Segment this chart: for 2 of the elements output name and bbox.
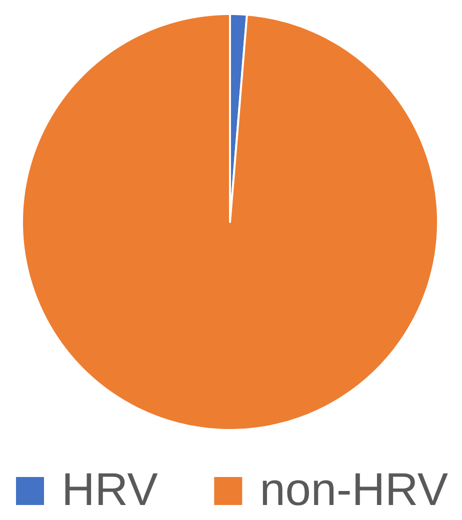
legend-label: HRV — [65, 473, 158, 505]
slice-label: non-HRV — [262, 473, 448, 506]
